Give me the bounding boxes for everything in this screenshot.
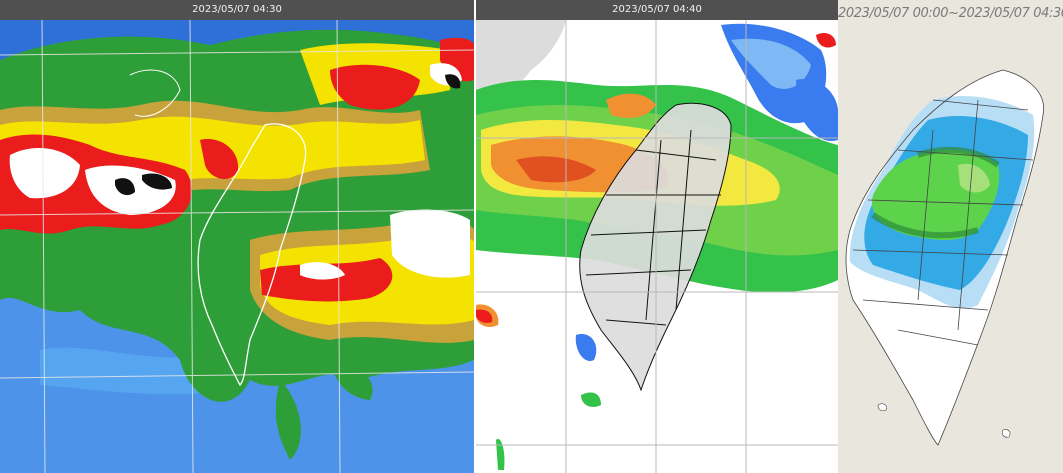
satellite-image	[0, 20, 474, 473]
satellite-timestamp: 2023/05/07 04:30	[0, 0, 474, 20]
rainfall-panel: 2023/05/07 00:00~2023/05/07 04:30	[838, 0, 1063, 473]
satellite-panel: 2023/05/07 04:30	[0, 0, 474, 473]
radar-timestamp: 2023/05/07 04:40	[476, 0, 838, 20]
rainfall-period-title: 2023/05/07 00:00~2023/05/07 04:30	[838, 6, 1063, 21]
radar-panel: 2023/05/07 04:40	[476, 0, 838, 473]
rainfall-map	[838, 0, 1063, 473]
radar-image	[476, 20, 838, 473]
